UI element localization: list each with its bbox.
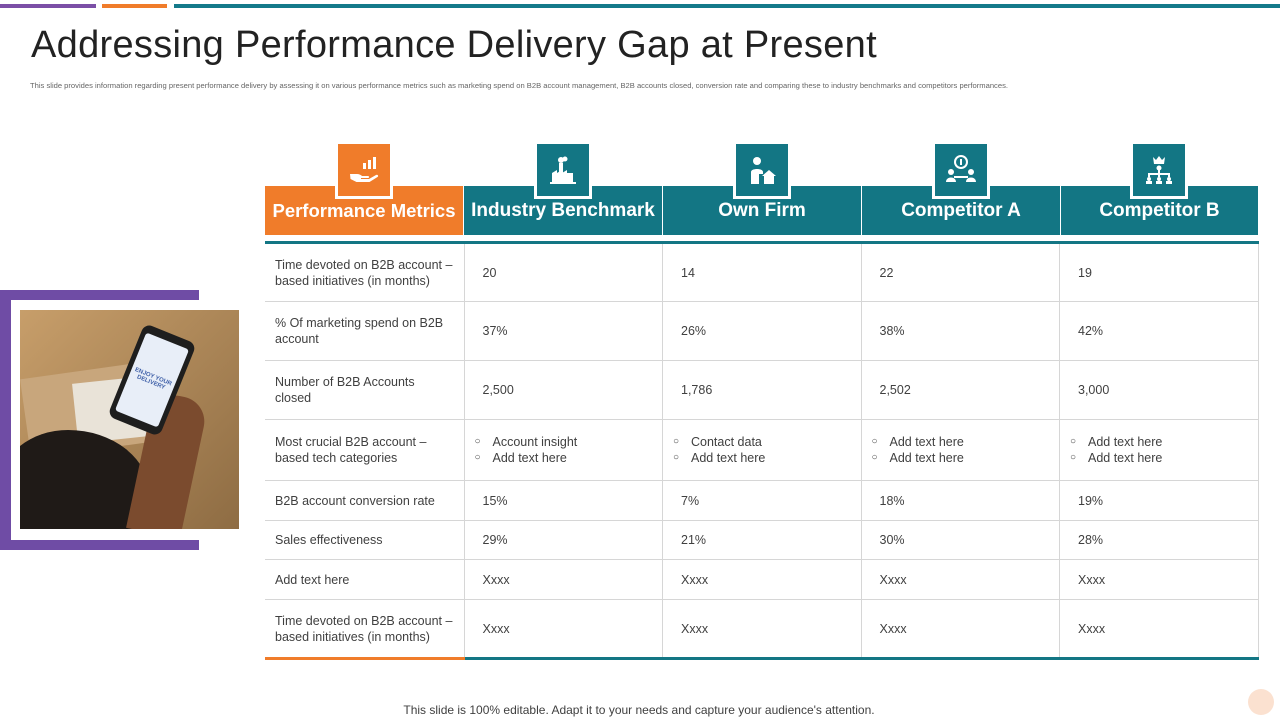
table-row: Most crucial B2B account – based tech ca…: [265, 419, 1259, 481]
bullet-item: Add text here: [673, 450, 851, 466]
bullet-cell: Account insight Add text here: [463, 419, 663, 481]
bullet-item: Add text here: [1070, 450, 1248, 466]
hand-chart-icon: [335, 141, 393, 199]
hierarchy-crown-icon: [1130, 141, 1188, 199]
value-cell: 38%: [860, 301, 1060, 361]
table-row: Add text here Xxxx Xxxx Xxxx Xxxx: [265, 559, 1259, 600]
value-cell: 19: [1059, 241, 1259, 302]
footer-note: This slide is 100% editable. Adapt it to…: [403, 703, 875, 717]
slide-title: Addressing Performance Delivery Gap at P…: [31, 24, 877, 66]
top-accent-bar-teal: [174, 4, 1280, 8]
bullet-item: Add text here: [872, 434, 1050, 450]
value-cell: 2,500: [463, 360, 663, 420]
value-cell: 37%: [463, 301, 663, 361]
metric-cell: B2B account conversion rate: [265, 480, 465, 521]
bullet-cell: Add text here Add text here: [1059, 419, 1259, 481]
metric-cell: Add text here: [265, 559, 465, 600]
corner-decoration: [1248, 689, 1274, 715]
value-cell: Xxxx: [463, 599, 663, 660]
metric-cell: Most crucial B2B account – based tech ca…: [265, 419, 465, 481]
bullet-cell: Contact data Add text here: [662, 419, 862, 481]
value-cell: Xxxx: [1059, 559, 1259, 600]
value-cell: 15%: [463, 480, 663, 521]
value-cell: Xxxx: [463, 559, 663, 600]
table-row: Sales effectiveness 29% 21% 30% 28%: [265, 520, 1259, 560]
value-cell: Xxxx: [860, 599, 1060, 660]
bullet-item: Add text here: [475, 450, 653, 466]
person-home-icon: [733, 141, 791, 199]
bullet-item: Account insight: [475, 434, 653, 450]
meeting-icon: [932, 141, 990, 199]
value-cell: Xxxx: [662, 559, 862, 600]
value-cell: 7%: [662, 480, 862, 521]
value-cell: 14: [662, 241, 862, 302]
value-cell: 19%: [1059, 480, 1259, 521]
value-cell: 30%: [860, 520, 1060, 560]
value-cell: 26%: [662, 301, 862, 361]
value-cell: 29%: [463, 520, 663, 560]
bullet-item: Contact data: [673, 434, 851, 450]
metric-cell: Time devoted on B2B account – based init…: [265, 241, 465, 302]
metric-cell: Sales effectiveness: [265, 520, 465, 560]
table-row: Time devoted on B2B account – based init…: [265, 241, 1259, 302]
value-cell: Xxxx: [1059, 599, 1259, 660]
factory-icon: [534, 141, 592, 199]
value-cell: Xxxx: [662, 599, 862, 660]
metric-cell: Time devoted on B2B account – based init…: [265, 599, 465, 660]
value-cell: 18%: [860, 480, 1060, 521]
table-row: B2B account conversion rate 15% 7% 18% 1…: [265, 480, 1259, 521]
metric-cell: Number of B2B Accounts closed: [265, 360, 465, 420]
top-accent-bar-purple: [0, 4, 96, 8]
bullet-cell: Add text here Add text here: [860, 419, 1060, 481]
bullet-item: Add text here: [872, 450, 1050, 466]
value-cell: 22: [860, 241, 1060, 302]
value-cell: 21%: [662, 520, 862, 560]
value-cell: Xxxx: [860, 559, 1060, 600]
table-row: Number of B2B Accounts closed 2,500 1,78…: [265, 360, 1259, 420]
value-cell: 28%: [1059, 520, 1259, 560]
performance-table: Time devoted on B2B account – based init…: [265, 241, 1259, 660]
metric-cell: % Of marketing spend on B2B account: [265, 301, 465, 361]
delivery-app-photo: ENJOY YOUR DELIVERY: [20, 310, 239, 529]
value-cell: 20: [463, 241, 663, 302]
value-cell: 1,786: [662, 360, 862, 420]
value-cell: 3,000: [1059, 360, 1259, 420]
top-accent-bar-orange: [102, 4, 167, 8]
photo-frame: [0, 290, 199, 550]
value-cell: 2,502: [860, 360, 1060, 420]
value-cell: 42%: [1059, 301, 1259, 361]
table-row: Time devoted on B2B account – based init…: [265, 599, 1259, 660]
table-row: % Of marketing spend on B2B account 37% …: [265, 301, 1259, 361]
slide-subtitle: This slide provides information regardin…: [30, 81, 1008, 90]
bullet-item: Add text here: [1070, 434, 1248, 450]
